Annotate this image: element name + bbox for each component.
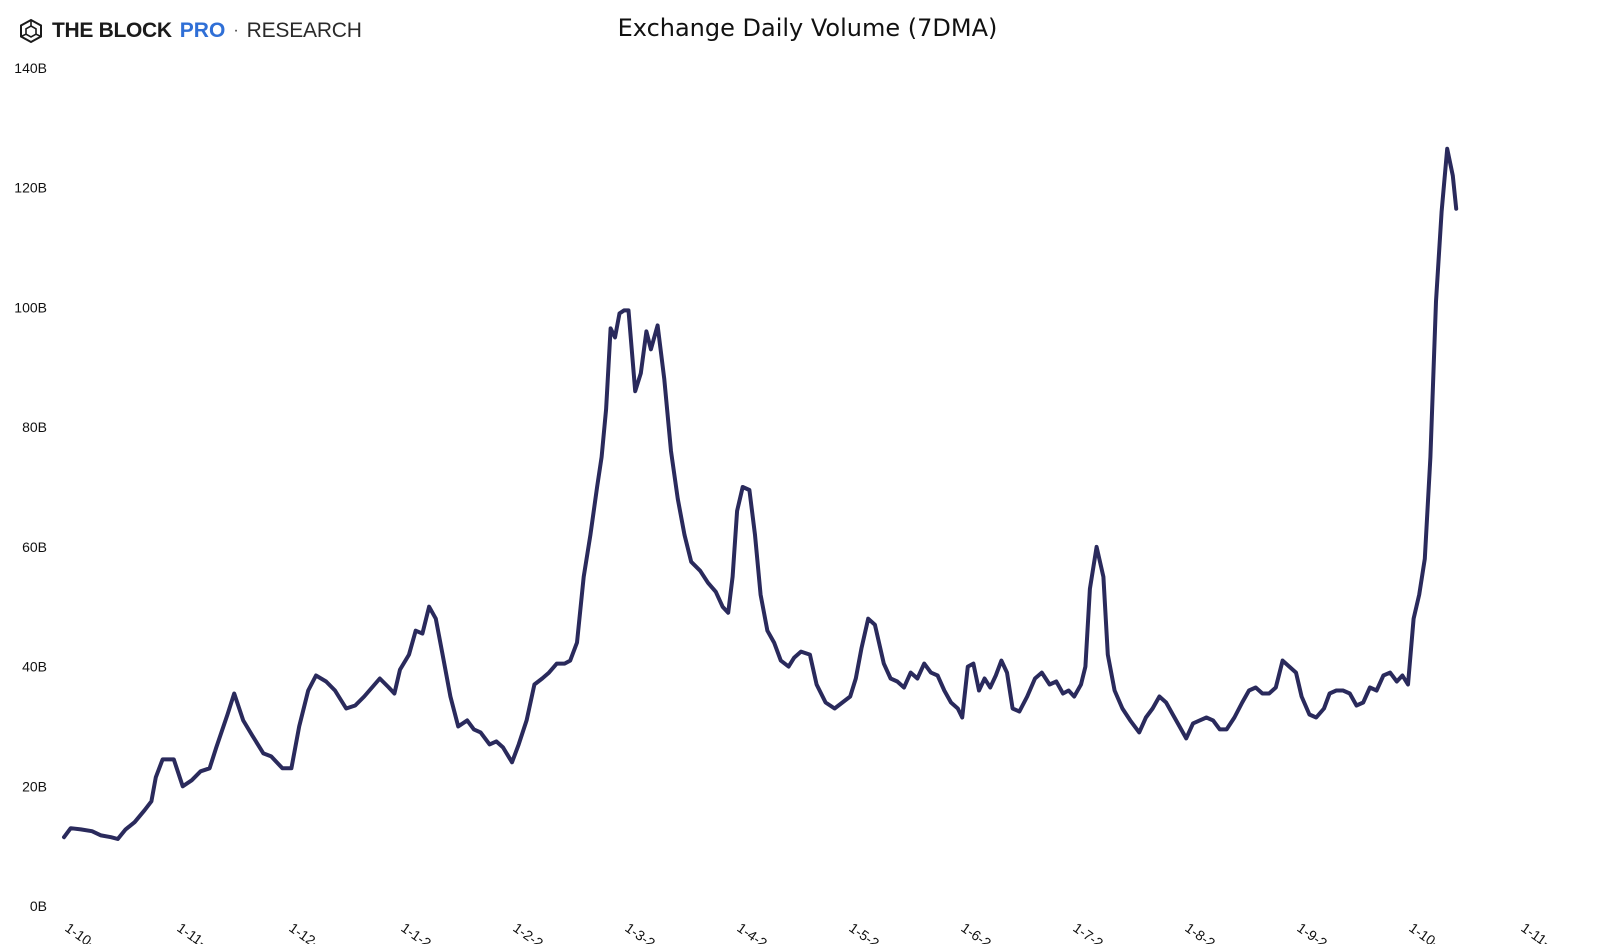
y-tick-label: 100B <box>14 299 47 315</box>
x-tick-label: 1-10-... <box>62 919 108 944</box>
y-tick-label: 20B <box>22 778 47 794</box>
brand-research: RESEARCH <box>246 19 362 42</box>
x-tick-label: 1-12-... <box>286 919 332 944</box>
x-tick-label: 1-4-2... <box>734 919 780 944</box>
series-group <box>62 146 1459 841</box>
y-tick-label: 80B <box>22 419 47 435</box>
brand-pro: PRO <box>179 19 226 42</box>
cube-icon <box>20 18 42 44</box>
x-tick-label: 1-11-... <box>1518 919 1563 944</box>
y-tick-label: 0B <box>30 898 47 914</box>
y-axis: 0B 20B 40B 60B 80B 100B 120B 140B <box>14 60 47 914</box>
brand-logo: THE BLOCK PRO · RESEARCH <box>18 16 362 46</box>
x-tick-label: 1-3-2... <box>622 919 668 944</box>
x-tick-label: 1-11-... <box>174 919 219 944</box>
series-line <box>62 146 1459 841</box>
x-tick-label: 1-7-2... <box>1070 919 1116 944</box>
x-tick-label: 1-9-2... <box>1294 919 1340 944</box>
y-tick-label: 40B <box>22 659 47 675</box>
x-tick-label: 1-2-2... <box>510 919 556 944</box>
brand-name: THE BLOCK <box>52 19 172 42</box>
brand-separator: · <box>233 22 239 39</box>
x-tick-label: 1-8-2... <box>1182 919 1228 944</box>
x-tick-label: 1-1-2... <box>398 919 444 944</box>
y-tick-label: 140B <box>14 60 47 76</box>
y-tick-label: 60B <box>22 539 47 555</box>
chart-title: Exchange Daily Volume (7DMA) <box>617 14 998 42</box>
x-tick-label: 1-6-2... <box>958 919 1004 944</box>
x-axis: 1-10-... 1-11-... 1-12-... 1-1-2... 1-2-2...… <box>62 919 1563 944</box>
x-tick-label: 1-5-2... <box>846 919 892 944</box>
y-tick-label: 120B <box>14 180 47 196</box>
x-tick-label: 1-10-... <box>1406 919 1452 944</box>
